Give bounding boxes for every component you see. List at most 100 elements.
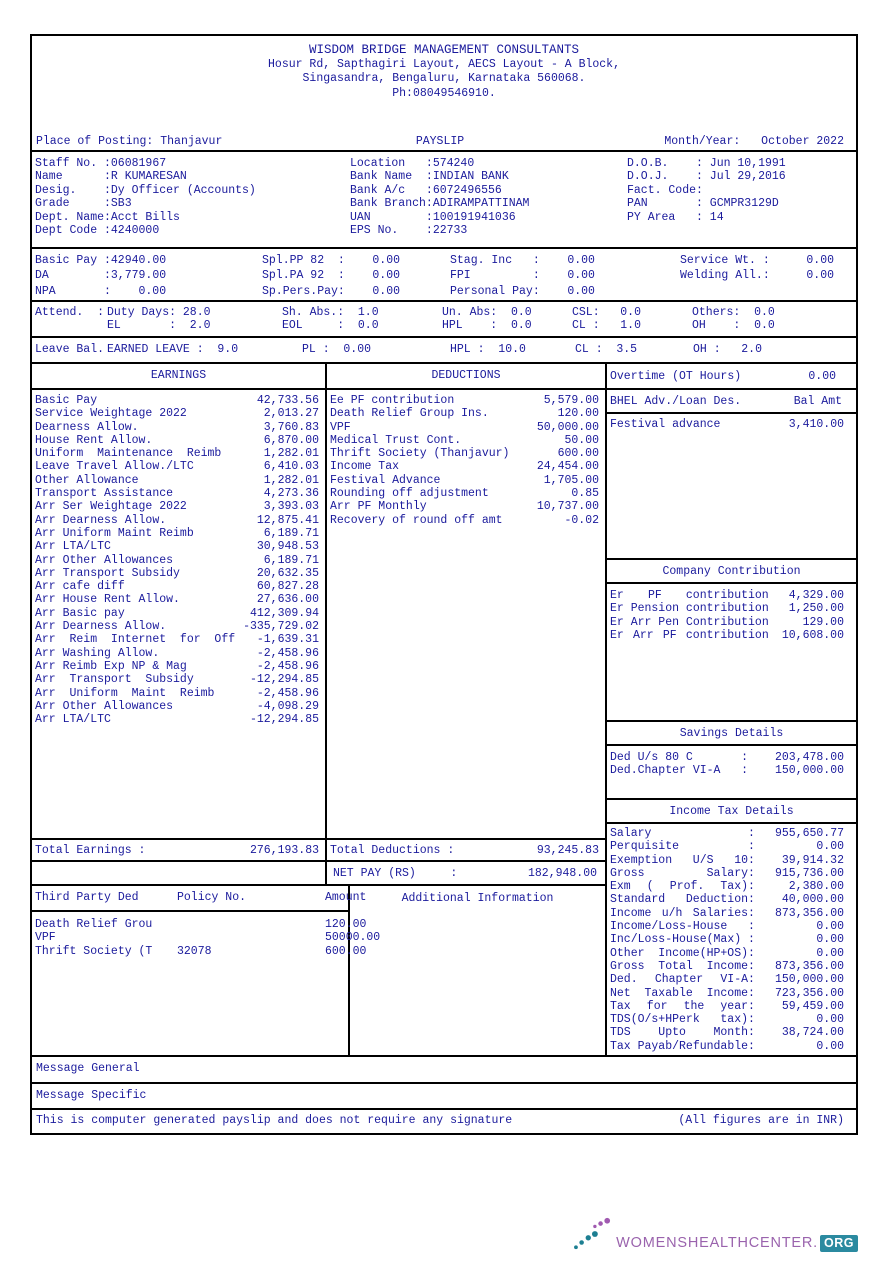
employee-field-value: Jun 10,1991: [709, 157, 786, 170]
leave-cell: EARNED LEAVE : 9.0: [107, 343, 302, 356]
earnings-row: Arr Reim Internet for Off -1,639.31: [32, 633, 325, 646]
pay-value: 0.00: [567, 284, 595, 298]
earning-name: Arr Other Allowances: [35, 553, 174, 567]
deduction-name: Arr PF Monthly: [330, 500, 427, 514]
income-tax-value: 39,914.32: [781, 853, 844, 867]
colon: :: [696, 210, 703, 224]
earnings-row: Other Allowance 1,282.01: [32, 474, 325, 487]
employee-field-value: INDIAN BANK: [432, 170, 509, 184]
income-tax-row: Standard Deduction: 40,000.00: [607, 893, 856, 906]
colon: :: [741, 764, 749, 778]
pay-label: Personal Pay: [450, 284, 533, 298]
column-headers: EARNINGS DEDUCTIONS: [32, 364, 607, 390]
earnings-row: Arr cafe diff 60,827.28: [32, 580, 325, 593]
deductions-row: Thrift Society (Thanjavur) 600.00: [327, 447, 605, 460]
income-tax-row: Perquisite: 0.00: [607, 840, 856, 853]
employee-info-section: Staff No.:06081967 Name:R KUMARESAN Desig.…: [32, 152, 856, 249]
pay-rates-section: Basic Pay:42940.00 Spl.PP 82:0.00 Stag. In…: [32, 249, 856, 302]
income-tax-value: 873,356.00: [774, 959, 844, 973]
income-tax-row: Tax for the year: 59,459.00: [607, 1000, 856, 1013]
employee-field-label: Bank Branch: [350, 197, 426, 211]
company-contribution-label: Er Pension contribution: [610, 602, 769, 616]
income-tax-label: Salary: [610, 827, 652, 840]
month-year-value: October 2022: [761, 135, 844, 148]
overtime-label: Overtime (OT Hours): [610, 369, 742, 383]
earning-amount: 412,309.94: [249, 606, 319, 620]
colon: :: [696, 197, 703, 211]
loan-header-row: BHEL Adv./Loan Des. Bal Amt: [607, 390, 856, 414]
pay-label: Welding All.: [680, 269, 763, 283]
colon: :: [104, 170, 111, 184]
attendance-value: 1.0: [620, 319, 641, 333]
deductions-row: Rounding off adjustment 0.85: [327, 487, 605, 500]
colon: :: [425, 183, 433, 197]
income-tax-label: Standard Deduction: [610, 893, 749, 907]
income-tax-value: 59,459.00: [781, 999, 844, 1013]
employee-field-value: Acct Bills: [110, 210, 180, 224]
earnings-row: Arr Transport Subsidy -12,294.85: [32, 673, 325, 686]
company-contribution-amount: 4,329.00: [788, 589, 844, 602]
deductions-row: Ee PF contribution 5,579.00: [327, 394, 605, 407]
employee-field-label: D.O.J.: [627, 170, 669, 184]
colon: :: [748, 959, 755, 973]
colon: :: [104, 197, 111, 211]
colon: :: [748, 893, 755, 907]
attendance-label: EOL :: [282, 319, 345, 333]
attendance-label: EL :: [107, 319, 176, 333]
company-header: WISDOM BRIDGE MANAGEMENT CONSULTANTS Hos…: [32, 36, 856, 133]
income-tax-value: 873,356.00: [774, 906, 844, 920]
colon: :: [748, 920, 755, 934]
third-party-name: Thrift Society (T: [35, 944, 153, 958]
deduction-amount: 24,454.00: [536, 460, 599, 474]
earning-name: Arr Transport Subsidy: [35, 673, 194, 687]
deductions-header: DEDUCTIONS: [327, 364, 607, 388]
company-contribution-label: Er Arr Pen Contribution: [610, 615, 769, 629]
employee-field-value: 574240: [432, 157, 475, 170]
company-contribution-title: Company Contribution: [607, 560, 856, 584]
overtime-value: 0.00: [808, 369, 836, 383]
employee-field-value: 14: [709, 210, 724, 224]
company-contribution-row: Er Arr PF contribution 10,608.00: [607, 629, 856, 642]
attendance-cell: Sh. Abs.: 1.0: [282, 306, 442, 319]
attendance-label: Attend. :: [35, 306, 104, 319]
employee-col3: D.O.B.: Jun 10,1991 D.O.J.: Jul 29,2016 Fact…: [627, 157, 856, 247]
earnings-list: Basic Pay 42,733.56 Service Weightage 2022…: [32, 390, 327, 838]
deduction-name: Medical Trust Cont.: [330, 433, 462, 447]
colon: :: [337, 269, 345, 283]
employee-field-label: UAN: [350, 210, 371, 224]
deduction-name: VPF: [330, 420, 351, 434]
deductions-row: Festival Advance 1,705.00: [327, 474, 605, 487]
pay-value: 0.00: [567, 254, 595, 267]
colon: :: [425, 224, 433, 238]
company-address-line2: Singasandra, Bengaluru, Karnataka 560068…: [302, 71, 586, 85]
payslip-sheet: WISDOM BRIDGE MANAGEMENT CONSULTANTS Hos…: [30, 34, 858, 1135]
employee-field-value: R KUMARESAN: [110, 170, 187, 184]
third-party-policy: [177, 918, 325, 931]
income-tax-label: Exemption U/S 10: [610, 853, 749, 867]
employee-field-value: GCMPR3129D: [709, 197, 779, 211]
deduction-amount: 600.00: [557, 447, 599, 461]
income-tax-row: Gross Salary: 915,736.00: [607, 867, 856, 880]
earnings-row: Arr Uniform Maint Reimb -2,458.96: [32, 687, 325, 700]
income-tax-row: Income/Loss-House: 0.00: [607, 920, 856, 933]
posting-row: Place of Posting: Thanjavur PAYSLIP Mont…: [32, 133, 856, 152]
employee-row: EPS No.:22733: [350, 224, 627, 237]
savings-value: 150,000.00: [774, 764, 844, 778]
deduction-amount: 50,000.00: [536, 420, 599, 434]
colon: :: [748, 946, 755, 960]
company-contribution-row: Er Pension contribution 1,250.00: [607, 602, 856, 615]
earning-amount: -2,458.96: [256, 646, 319, 660]
place-of-posting-label: Place of Posting:: [36, 135, 154, 148]
colon: :: [748, 1013, 755, 1027]
message-general: Message General: [32, 1057, 856, 1084]
deduction-amount: 5,579.00: [543, 394, 599, 407]
employee-row: Dept. Name:Acct Bills: [35, 211, 350, 224]
third-party-col-amount: Amount: [325, 891, 367, 904]
total-earnings-label: Total Earnings :: [35, 843, 146, 857]
watermark-link[interactable]: WOMENSHEALTHCENTER. ORG: [572, 1216, 858, 1252]
income-tax-label: Gross Salary: [610, 866, 749, 880]
earnings-row: Arr LTA/LTC 30,948.53: [32, 540, 325, 553]
earn-deduct-wrap: EARNINGS DEDUCTIONS Basic Pay 42,733.56 Se…: [32, 364, 607, 1055]
pay-cell: Service Wt.: 0.00: [680, 254, 834, 269]
